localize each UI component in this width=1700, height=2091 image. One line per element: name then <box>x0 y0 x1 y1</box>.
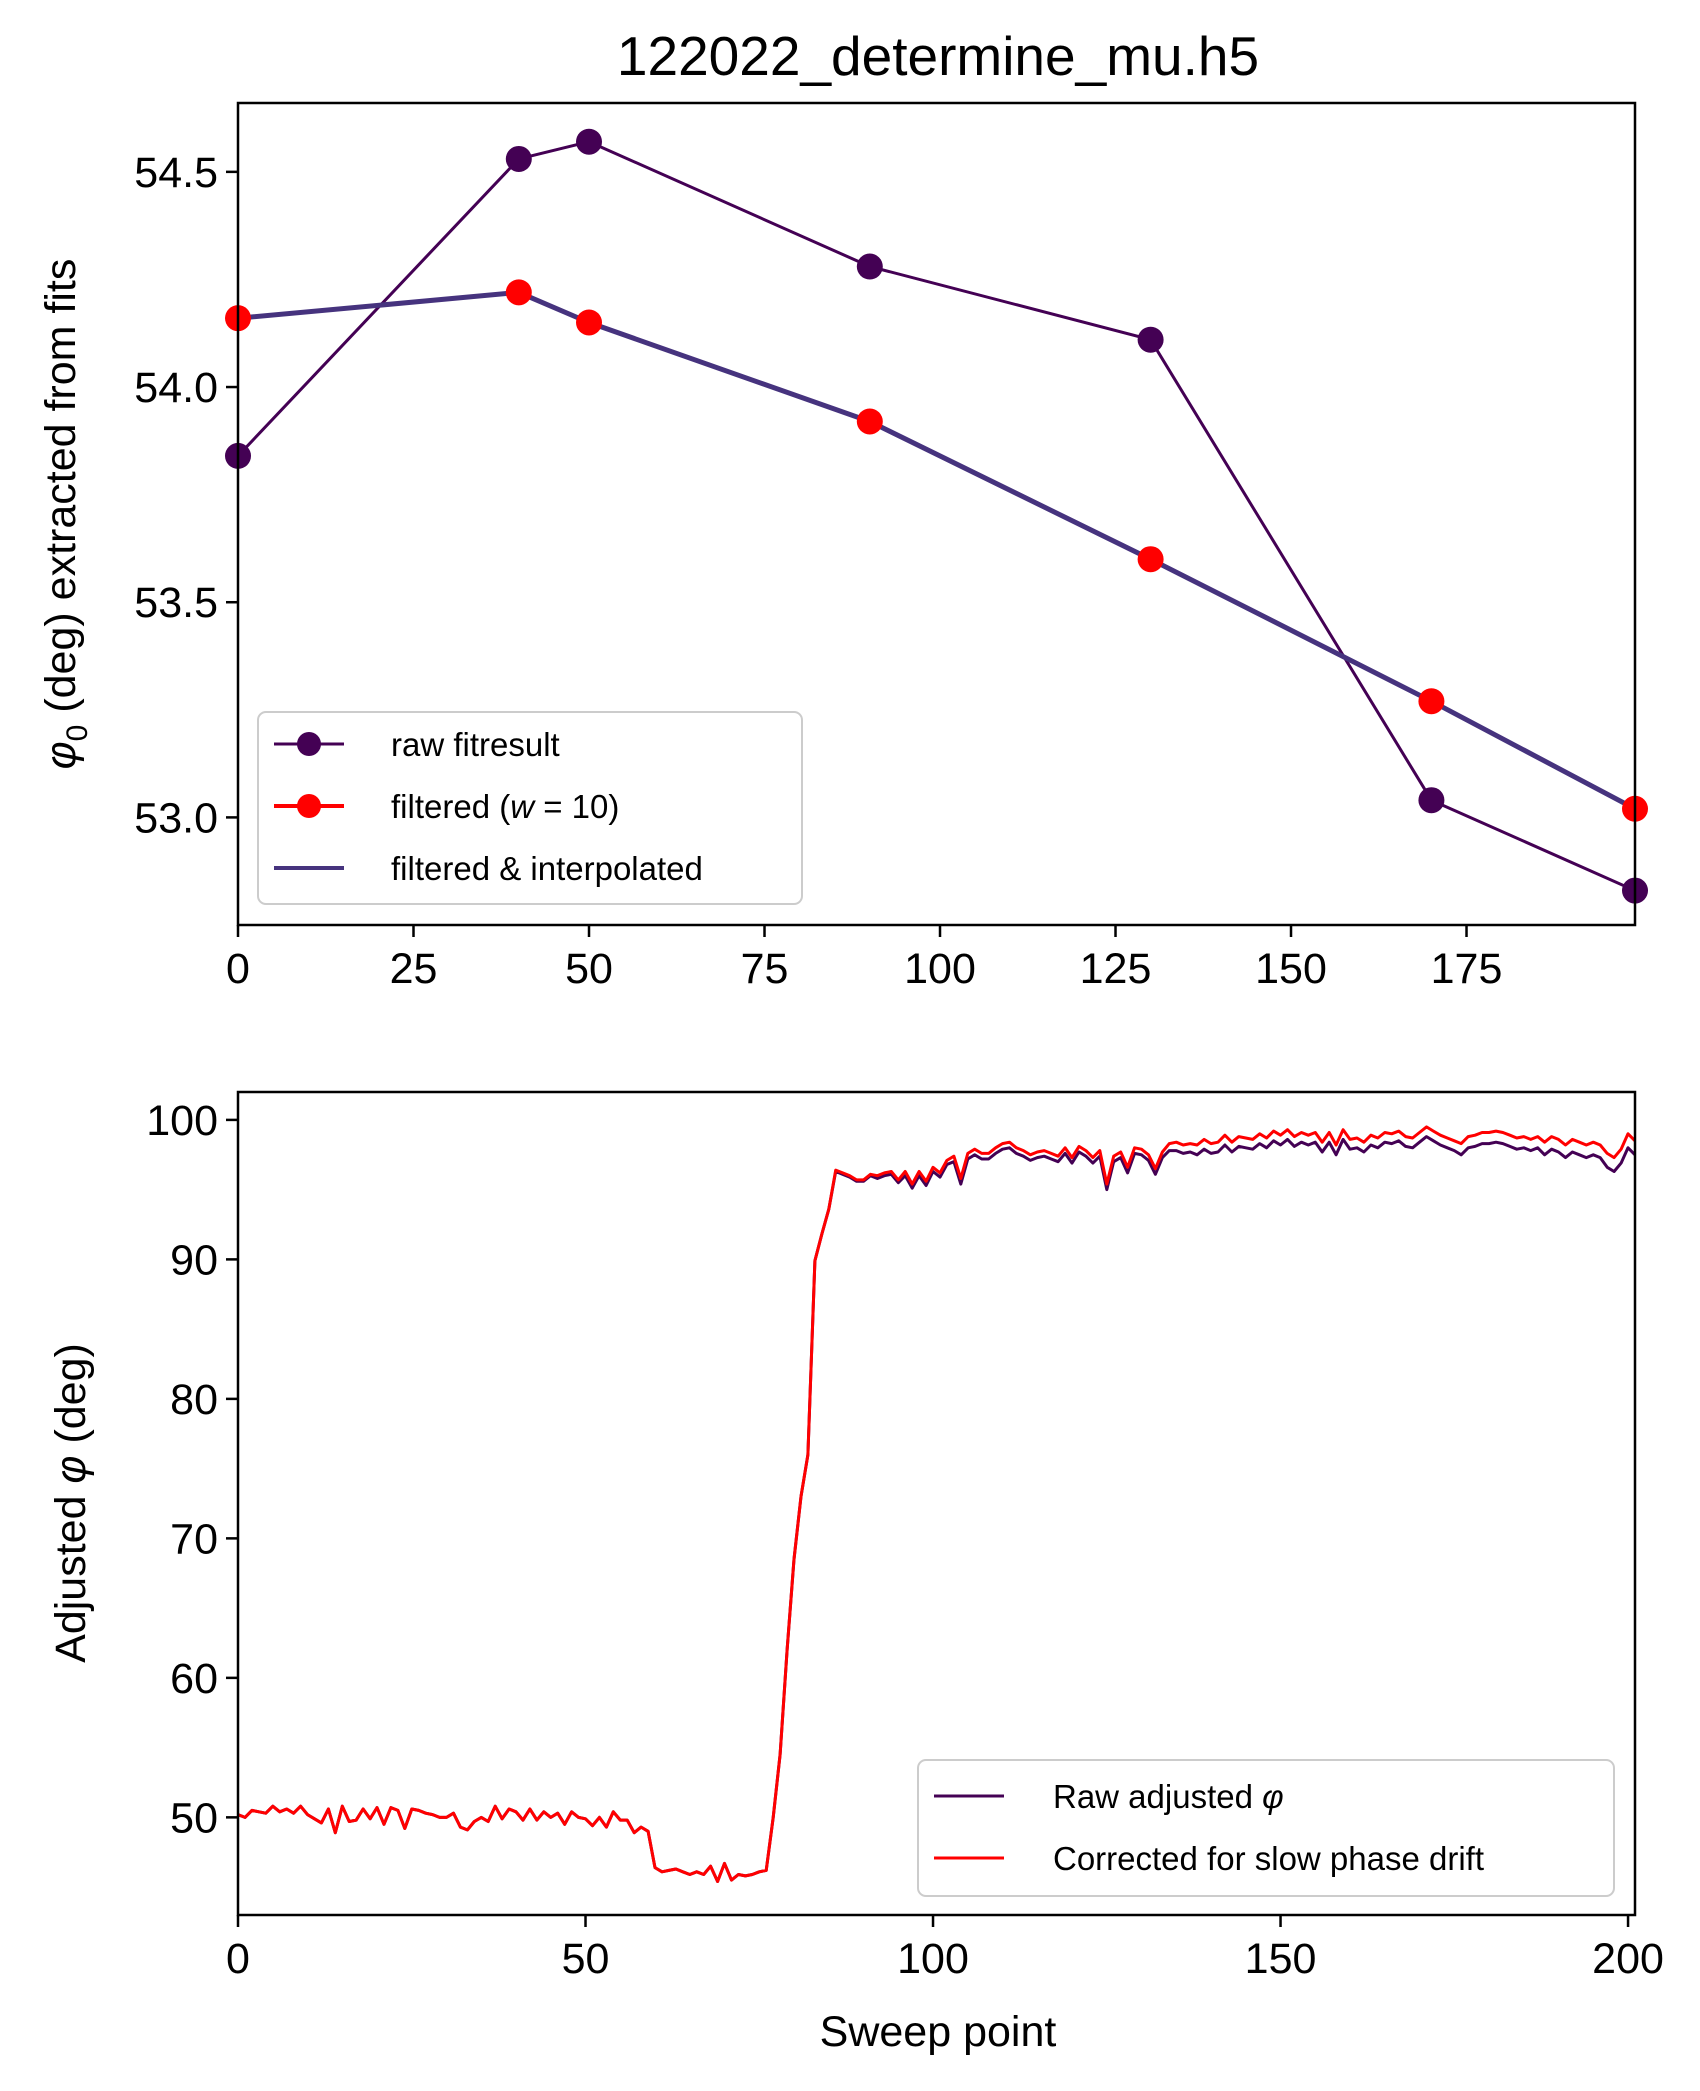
x-tick-label: 100 <box>904 945 976 993</box>
y-tick-label: 90 <box>170 1236 218 1284</box>
data-point <box>1137 326 1164 353</box>
legend: Raw adjusted φ Corrected for slow phase … <box>917 1759 1615 1897</box>
x-tick-label: 175 <box>1431 945 1503 993</box>
data-point <box>505 145 532 172</box>
legend-label: raw fitresult <box>391 726 560 763</box>
y-tick-label: 53.5 <box>134 579 218 627</box>
x-tick-label: 150 <box>1245 1935 1317 1983</box>
x-tick-label: 25 <box>390 945 438 993</box>
panel-phi0: 122022_determine_mu.h5 0 25 50 75 100 125 150 1… <box>37 25 1648 993</box>
y-tick-label: 50 <box>170 1794 218 1842</box>
panel-adjusted-phi: 0 50 100 150 200 50 60 70 80 90 100 Sweep point A… <box>47 1090 1664 2056</box>
legend: raw fitresult filtered (w = 10) filtered… <box>257 711 803 905</box>
data-point <box>1137 546 1164 573</box>
x-tick-label: 200 <box>1592 1935 1664 1983</box>
data-point <box>856 408 883 435</box>
y-axis-ticks: 53.0 53.5 54.0 54.5 <box>134 149 238 842</box>
series-line-1 <box>238 1125 1635 1883</box>
legend-entry-raw-fitresult: raw fitresult <box>274 726 560 763</box>
data-point <box>1418 787 1445 814</box>
x-axis-ticks: 0 50 100 150 200 <box>226 1915 1664 1983</box>
y-axis-label: φ0 (deg) extracted from fits <box>37 259 94 770</box>
data-point <box>576 128 603 155</box>
y-tick-label: 70 <box>170 1515 218 1563</box>
legend-label: filtered (w = 10) <box>391 788 619 825</box>
legend-entry-filtered: filtered (w = 10) <box>274 788 619 825</box>
data-point <box>505 279 532 306</box>
legend-entry-corrected: Corrected for slow phase drift <box>934 1840 1484 1877</box>
legend-label: filtered & interpolated <box>391 850 703 887</box>
legend-label: Corrected for slow phase drift <box>1053 1840 1484 1877</box>
x-tick-label: 100 <box>897 1935 969 1983</box>
x-tick-label: 50 <box>565 945 613 993</box>
y-tick-label: 54.0 <box>134 364 218 412</box>
y-tick-label: 53.0 <box>134 794 218 842</box>
data-point <box>576 309 603 336</box>
plot-frame <box>236 1090 1637 1917</box>
legend-entry-filtered-interpolated: filtered & interpolated <box>274 850 703 887</box>
x-tick-label: 125 <box>1080 945 1152 993</box>
x-tick-label: 75 <box>741 945 789 993</box>
plot-frame <box>236 101 1637 927</box>
y-tick-label: 100 <box>146 1097 218 1145</box>
y-axis-ticks: 50 60 70 80 90 100 <box>146 1097 238 1842</box>
series-layer <box>225 128 1648 904</box>
y-axis-label: Adjusted φ (deg) <box>47 1343 95 1663</box>
legend-entry-raw-adjusted: Raw adjusted φ <box>934 1778 1284 1815</box>
x-tick-label: 0 <box>226 1935 250 1983</box>
x-tick-label: 50 <box>562 1935 610 1983</box>
y-tick-label: 80 <box>170 1376 218 1424</box>
legend-label: Raw adjusted φ <box>1053 1778 1284 1815</box>
x-tick-label: 0 <box>226 945 250 993</box>
x-axis-label: Sweep point <box>820 2008 1057 2056</box>
x-axis-ticks: 0 25 50 75 100 125 150 175 <box>226 925 1502 993</box>
y-tick-label: 54.5 <box>134 149 218 197</box>
data-point <box>1418 688 1445 715</box>
y-tick-label: 60 <box>170 1655 218 1703</box>
series-layer <box>238 1125 1635 1883</box>
chart-title: 122022_determine_mu.h5 <box>617 25 1259 87</box>
x-tick-label: 150 <box>1255 945 1327 993</box>
data-point <box>856 253 883 280</box>
